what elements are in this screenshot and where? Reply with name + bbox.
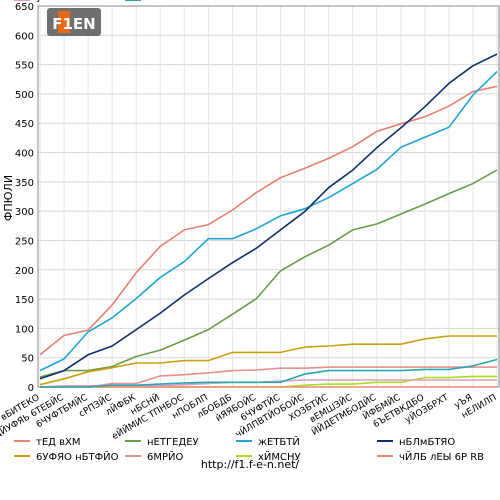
y-tick-label: 50 <box>21 354 34 365</box>
logo-text: F1EN <box>52 15 95 33</box>
y-tick-label: 500 <box>15 90 34 101</box>
series-line-2 <box>39 71 498 372</box>
y-tick-label: 550 <box>15 61 34 72</box>
y-tick-label: 600 <box>15 31 34 42</box>
logo-accent <box>58 11 70 33</box>
series-line-3 <box>39 53 498 380</box>
y-tick-label: 100 <box>15 324 34 335</box>
legend-label: иББУ <box>147 0 173 3</box>
logo: F1EN <box>47 8 101 36</box>
y-tick-label: 150 <box>15 295 34 306</box>
footer-url: http://f1.f-e-n.net/ <box>201 458 300 471</box>
y-tick-label: 300 <box>15 207 34 218</box>
y-axis: 0 50 100 150 200 250 300 350 400 450 500 550 600 650 <box>15 2 34 394</box>
y-tick-label: 250 <box>15 236 34 247</box>
series-lines <box>39 53 498 388</box>
legend-label: жЕТБТЙ <box>258 435 300 448</box>
series-line-9 <box>40 358 498 388</box>
y-tick-label: 400 <box>15 149 34 160</box>
y-tick-label: 650 <box>15 2 34 13</box>
series-line-1 <box>39 169 498 378</box>
y-tick-label: 200 <box>15 266 34 277</box>
legend-label: 6УФЯО нБТФЙО <box>36 450 119 463</box>
series-line-0 <box>39 85 498 356</box>
series-line-5 <box>40 366 497 388</box>
legend: тЕД вХМ нЕТГЕДЕУ жЕТБТЙ нБЛмБТЯО 6УФЯО нБТФЙ… <box>14 0 484 463</box>
legend-label: тЕД вХМ <box>36 437 81 448</box>
y-axis-label: ФПЮЛИ <box>2 175 15 221</box>
legend-label: нЕТГЕДЕУ <box>147 437 199 448</box>
series-line-4 <box>39 335 497 386</box>
legend-label: хЙМСНУ <box>258 450 301 463</box>
legend-label: 6МРЙО <box>147 450 184 463</box>
y-tick-label: 450 <box>15 119 34 130</box>
legend-label: чЙЛБ лЕЫ 6Р RB <box>399 450 484 463</box>
legend-label: нБЛмБТЯО <box>399 437 455 448</box>
y-tick-label: 0 <box>28 383 34 394</box>
legend-label: уФЕКЛ F1 <box>36 0 87 3</box>
y-tick-label: 350 <box>15 178 34 189</box>
grid <box>38 5 499 388</box>
